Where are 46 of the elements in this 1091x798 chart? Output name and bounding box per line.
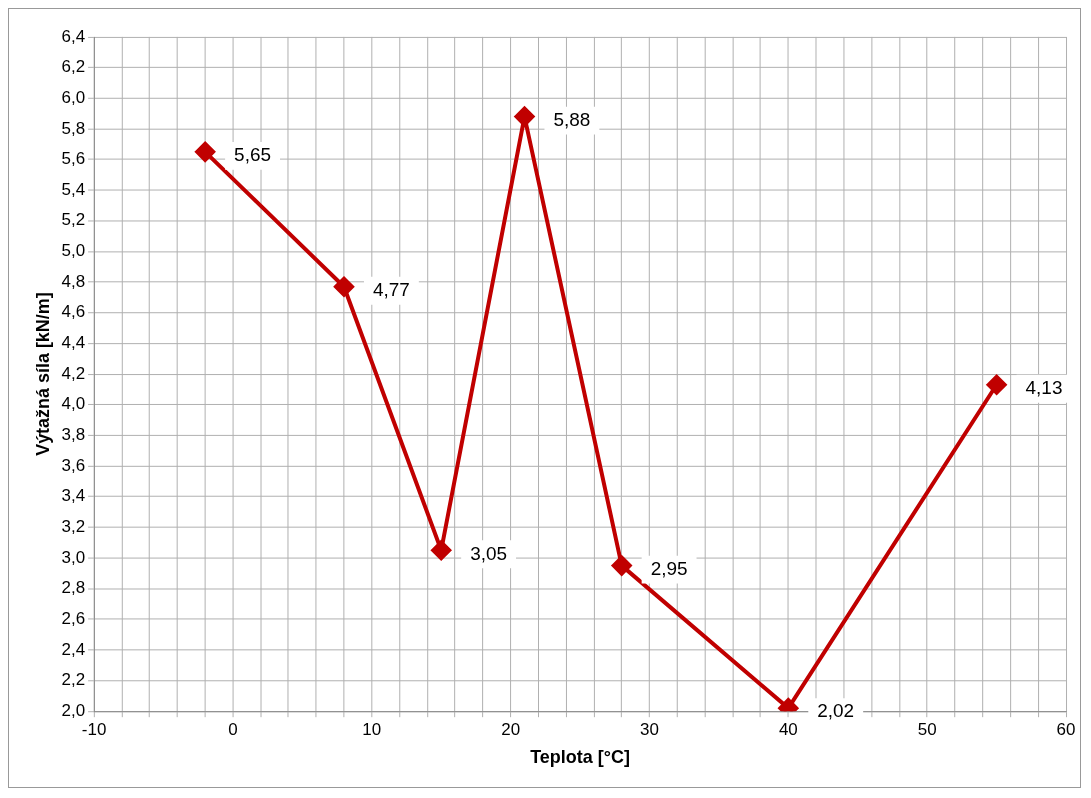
point xyxy=(334,276,354,297)
y-tick-label: 6,0 xyxy=(61,87,86,107)
y-tick-label: 6,4 xyxy=(61,26,86,46)
point xyxy=(195,141,216,162)
y-tick-label: 4,4 xyxy=(61,333,86,353)
y-tick-label: 6,2 xyxy=(61,57,86,77)
y-tick-label: 5,8 xyxy=(61,118,86,138)
y-tick-label: 5,6 xyxy=(61,149,86,169)
point xyxy=(431,540,452,561)
y-tick-label: 2,0 xyxy=(61,700,86,720)
x-tick-label: 40 xyxy=(778,720,798,740)
y-tick-label: 3,6 xyxy=(61,455,86,475)
y-axis-title: Výtažná síla [kN/m] xyxy=(32,292,53,456)
y-tick-label: 3,4 xyxy=(61,486,86,506)
point xyxy=(986,374,1007,395)
x-axis-title: Teplota [°C] xyxy=(530,747,630,768)
data-label: 4,77 xyxy=(372,278,410,300)
y-tick-label: 2,4 xyxy=(61,639,86,659)
data-label: 2,95 xyxy=(650,557,688,579)
y-tick-label: 5,0 xyxy=(61,241,86,261)
data-label: 5,88 xyxy=(553,108,591,130)
x-tick-label: 30 xyxy=(640,720,659,740)
y-tick-label: 2,8 xyxy=(61,578,86,598)
data-label: 5,65 xyxy=(234,144,271,166)
y-tick-label: 5,2 xyxy=(61,210,86,230)
y-tick-label: 5,4 xyxy=(61,179,86,199)
x-tick-label: 20 xyxy=(501,720,521,740)
y-tick-label: 4,0 xyxy=(61,394,86,414)
y-tick-label: 4,8 xyxy=(61,271,86,291)
y-tick-label: 3,8 xyxy=(61,425,86,445)
point xyxy=(514,106,535,127)
y-tick-label: 3,0 xyxy=(61,547,86,567)
x-tick-label: 60 xyxy=(1056,720,1076,740)
data-label: 4,13 xyxy=(1025,377,1063,398)
data-label: 2,02 xyxy=(817,700,855,722)
x-tick-label: -10 xyxy=(81,720,107,740)
data-label: 3,05 xyxy=(470,542,508,564)
x-tick-label: 10 xyxy=(362,720,382,740)
y-tick-label: 3,2 xyxy=(61,516,86,536)
y-tick-label: 4,6 xyxy=(61,302,86,322)
x-tick-label: 0 xyxy=(228,720,238,740)
y-tick-label: 2,6 xyxy=(61,608,86,628)
x-tick-label: 50 xyxy=(917,720,937,740)
y-tick-label: 4,2 xyxy=(61,363,86,383)
y-tick-label: 2,2 xyxy=(61,670,86,690)
point xyxy=(611,555,632,576)
